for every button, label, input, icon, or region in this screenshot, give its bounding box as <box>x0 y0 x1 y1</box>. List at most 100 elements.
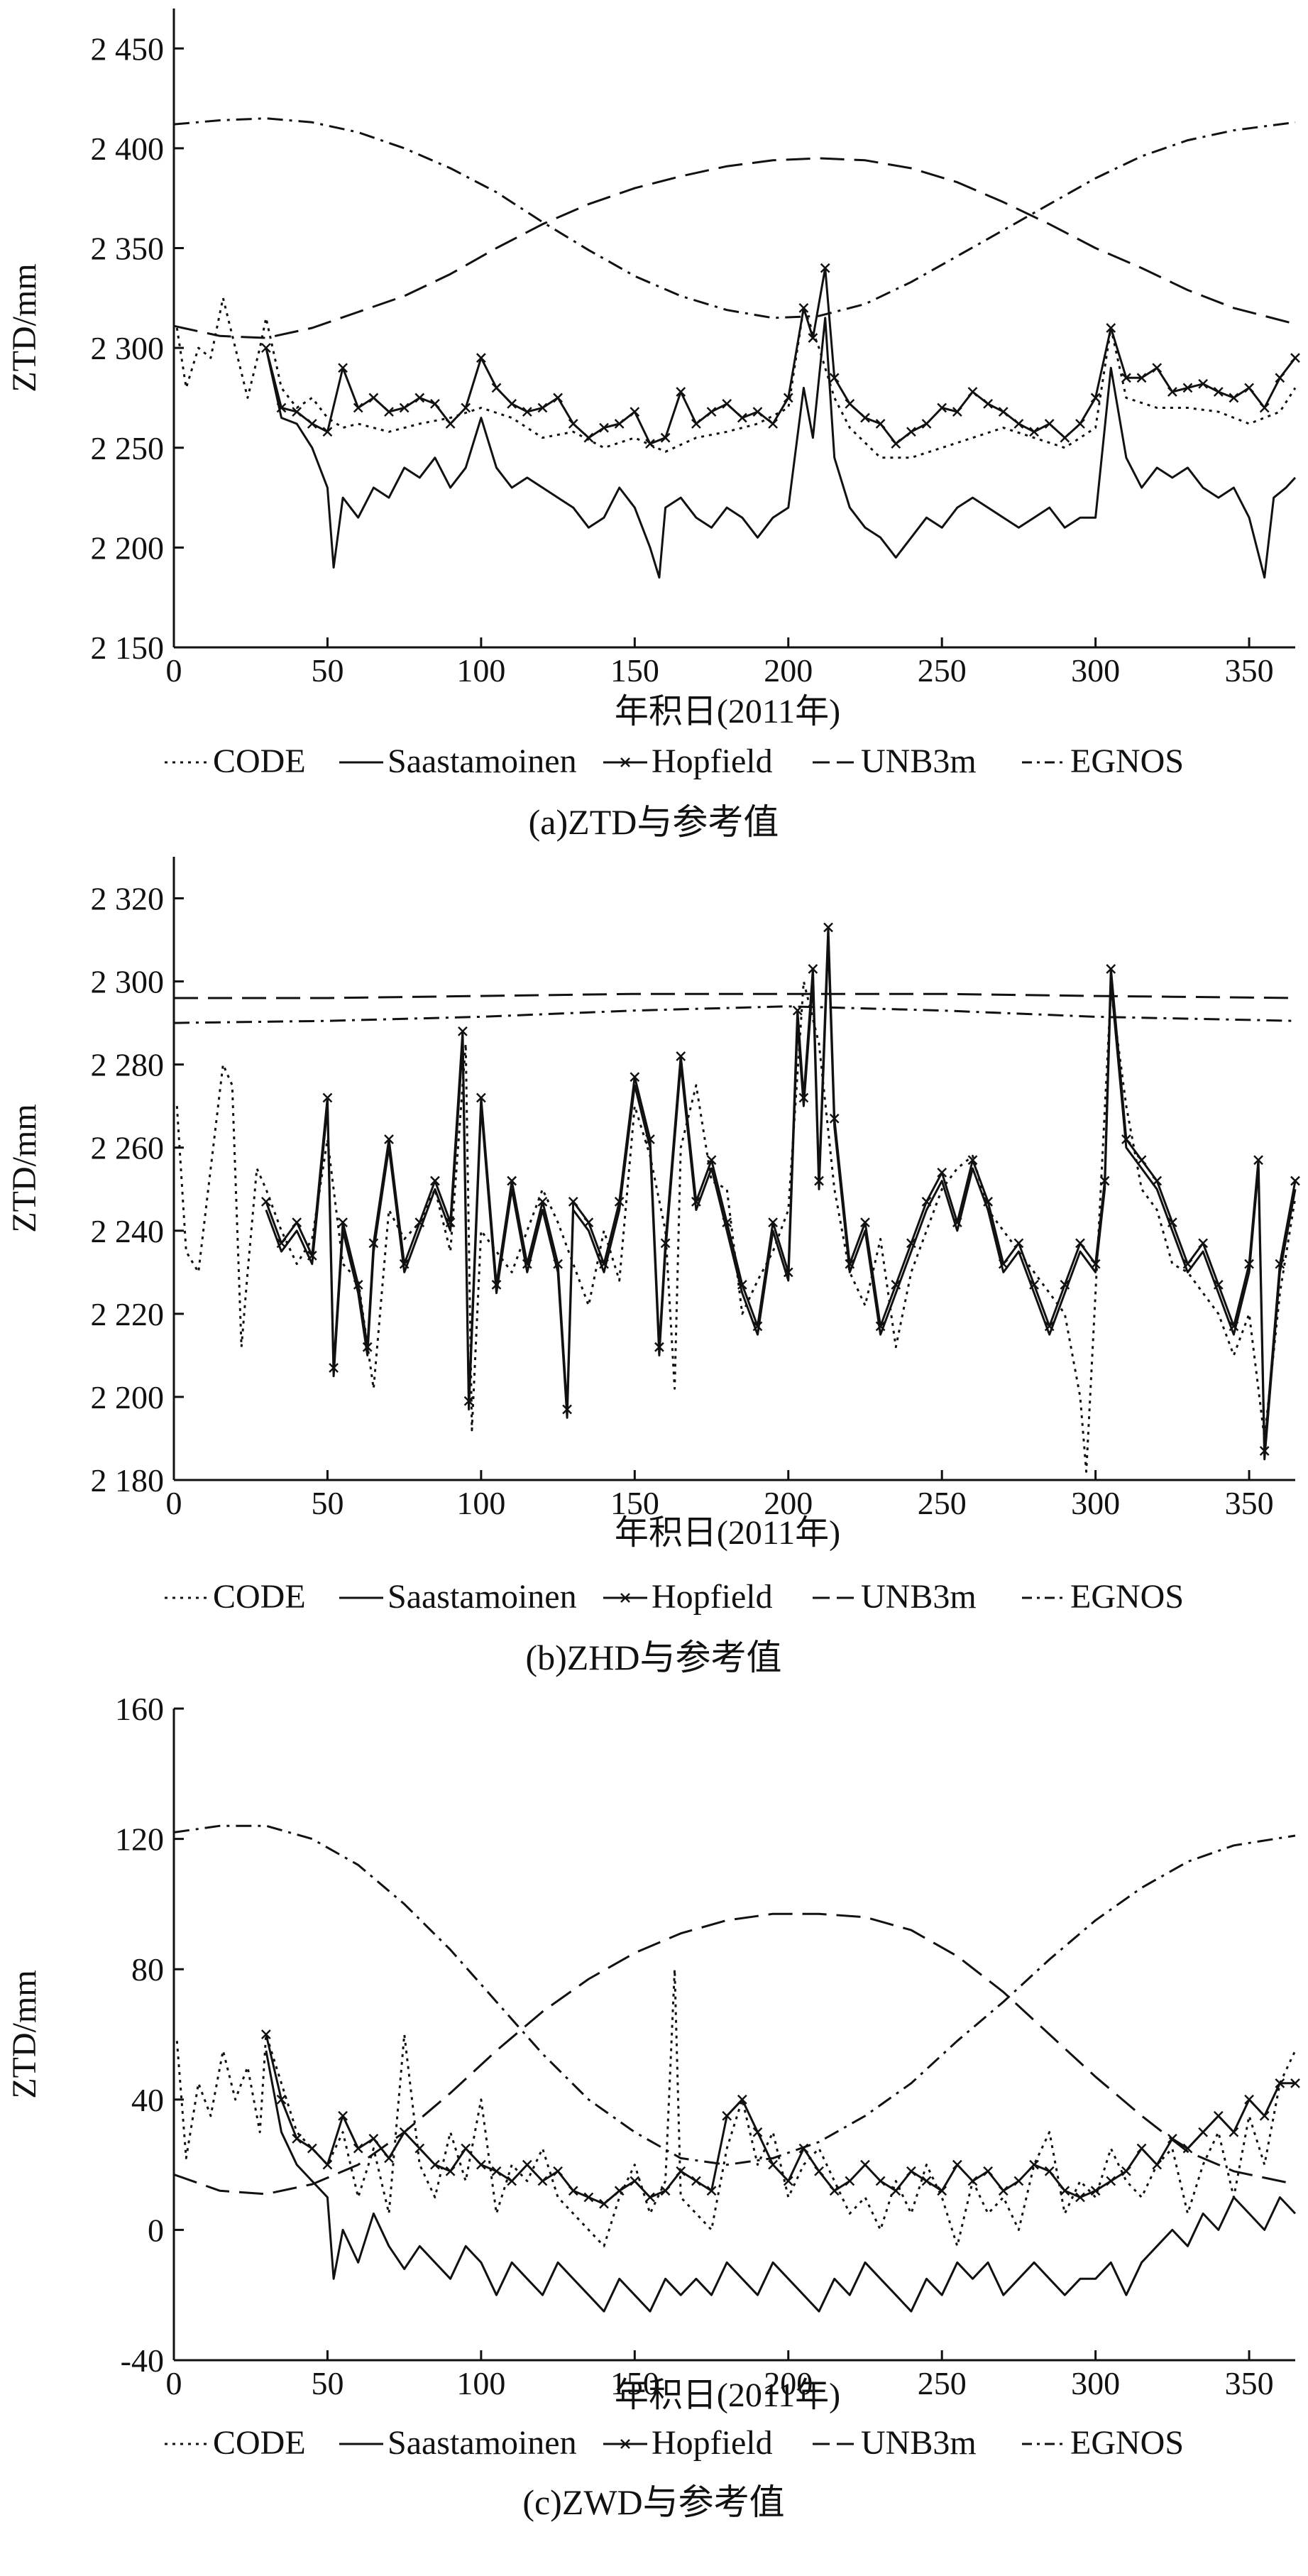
data-point-hopfield <box>752 407 763 417</box>
data-point-hopfield <box>1106 2176 1116 2186</box>
y-tick-label: 2 350 <box>91 231 165 267</box>
data-point-hopfield <box>292 2133 302 2144</box>
data-point-hopfield <box>276 1238 287 1249</box>
data-point-hopfield <box>1106 323 1116 333</box>
data-point-hopfield <box>1253 1155 1263 1166</box>
series-line-hopfield <box>265 926 1297 1452</box>
data-point-hopfield <box>1229 1321 1239 1332</box>
data-point-hopfield <box>476 2159 486 2170</box>
data-point-hopfield <box>553 1259 563 1269</box>
data-point-hopfield <box>1090 393 1101 403</box>
data-point-hopfield <box>722 1217 732 1227</box>
data-point-hopfield <box>983 1196 994 1207</box>
data-point-hopfield <box>983 398 994 409</box>
data-point-hopfield <box>414 1217 425 1227</box>
data-point-hopfield <box>823 922 833 933</box>
legend-marker-hopfield <box>620 1593 630 1603</box>
data-point-hopfield <box>1244 1259 1254 1269</box>
data-point-hopfield <box>322 2159 333 2170</box>
data-point-hopfield <box>430 2159 440 2170</box>
data-point-hopfield <box>906 1238 916 1249</box>
y-tick-label: 2 200 <box>91 530 165 566</box>
data-point-hopfield <box>1213 1280 1224 1290</box>
data-point-hopfield <box>1275 2078 1285 2088</box>
data-point-hopfield <box>752 1321 763 1332</box>
data-point-hopfield <box>691 419 701 429</box>
legend: CODE Saastamoinen Hopfield UNB3m EGNOS <box>165 2424 1184 2462</box>
legend: CODE Saastamoinen Hopfield UNB3m EGNOS <box>165 742 1184 780</box>
x-tick-label: 150 <box>610 652 659 689</box>
series-line-unb3m <box>174 992 1296 999</box>
data-point-hopfield <box>937 402 947 413</box>
legend: CODE Saastamoinen Hopfield UNB3m EGNOS <box>165 1578 1184 1616</box>
data-point-hopfield <box>537 2176 548 2186</box>
data-point-hopfield <box>445 2166 456 2176</box>
data-point-hopfield <box>368 1238 379 1249</box>
data-point-hopfield <box>798 302 809 313</box>
y-tick-label: 80 <box>131 1951 164 1988</box>
legend-label-unb3m: UNB3m <box>861 1578 977 1616</box>
x-tick-label: 0 <box>166 1485 182 1521</box>
data-point-hopfield <box>952 2159 962 2170</box>
data-point-hopfield <box>368 393 379 403</box>
data-point-hopfield <box>476 1092 486 1103</box>
y-tick-label: 2 320 <box>91 881 165 917</box>
data-point-hopfield <box>983 2166 994 2176</box>
data-point-hopfield <box>706 407 717 417</box>
data-point-hopfield <box>599 1259 609 1269</box>
data-point-hopfield <box>1259 2110 1270 2121</box>
legend-label-egnos: EGNOS <box>1070 742 1184 780</box>
data-point-hopfield <box>829 373 840 383</box>
data-point-hopfield <box>1121 1134 1131 1144</box>
data-point-hopfield <box>568 1196 578 1207</box>
legend-label-unb3m: UNB3m <box>861 742 977 780</box>
data-point-hopfield <box>458 1026 468 1036</box>
data-point-hopfield <box>1167 1217 1177 1227</box>
series-line-egnos <box>173 1824 1296 2166</box>
data-point-hopfield <box>1182 383 1193 393</box>
data-point-hopfield <box>1090 2186 1101 2196</box>
y-axis-label: ZTD/mm <box>6 1970 43 2098</box>
data-point-hopfield <box>292 407 302 417</box>
data-point-hopfield <box>445 419 456 429</box>
data-point-hopfield <box>338 1217 348 1227</box>
data-point-hopfield <box>338 2110 348 2121</box>
data-point-hopfield <box>461 402 471 413</box>
data-point-hopfield <box>1290 1175 1300 1186</box>
data-point-hopfield <box>1198 2127 1209 2137</box>
data-point-hopfield <box>430 1175 440 1186</box>
data-point-hopfield <box>1121 373 1131 383</box>
series-line-egnos <box>173 1005 1296 1024</box>
data-point-hopfield <box>1013 1238 1024 1249</box>
data-point-hopfield <box>1075 1238 1085 1249</box>
data-point-hopfield <box>660 2186 671 2196</box>
y-tick-label: 2 400 <box>91 131 165 167</box>
data-point-hopfield <box>768 2159 778 2170</box>
data-point-hopfield <box>845 1259 855 1269</box>
x-tick-label: 0 <box>166 652 182 689</box>
data-point-hopfield <box>463 1396 474 1406</box>
data-point-hopfield <box>353 2143 363 2154</box>
x-tick-label: 350 <box>1225 1485 1274 1521</box>
data-point-hopfield <box>645 439 655 449</box>
data-point-hopfield <box>1136 373 1147 383</box>
data-point-hopfield <box>1290 353 1300 363</box>
y-axis-label: ZTD/mm <box>6 263 43 392</box>
data-point-hopfield <box>768 419 778 429</box>
data-point-hopfield <box>645 2192 655 2203</box>
x-tick-label: 50 <box>311 2365 344 2401</box>
data-point-hopfield <box>1044 419 1055 429</box>
y-tick-label: 0 <box>148 2212 164 2248</box>
x-tick-label: 200 <box>764 1485 813 1521</box>
data-point-hopfield <box>537 1196 548 1207</box>
data-point-hopfield <box>1060 2186 1070 2196</box>
data-point-hopfield <box>1259 402 1270 413</box>
legend-label-hopfield: Hopfield <box>652 1578 773 1616</box>
panel-caption: (c)ZWD与参考值 <box>522 2482 784 2522</box>
data-point-hopfield <box>783 2176 793 2186</box>
data-point-hopfield <box>1029 427 1039 437</box>
data-point-hopfield <box>461 2143 471 2154</box>
data-point-hopfield <box>630 407 640 417</box>
legend-label-hopfield: Hopfield <box>652 742 773 780</box>
legend-label-egnos: EGNOS <box>1070 1578 1184 1616</box>
